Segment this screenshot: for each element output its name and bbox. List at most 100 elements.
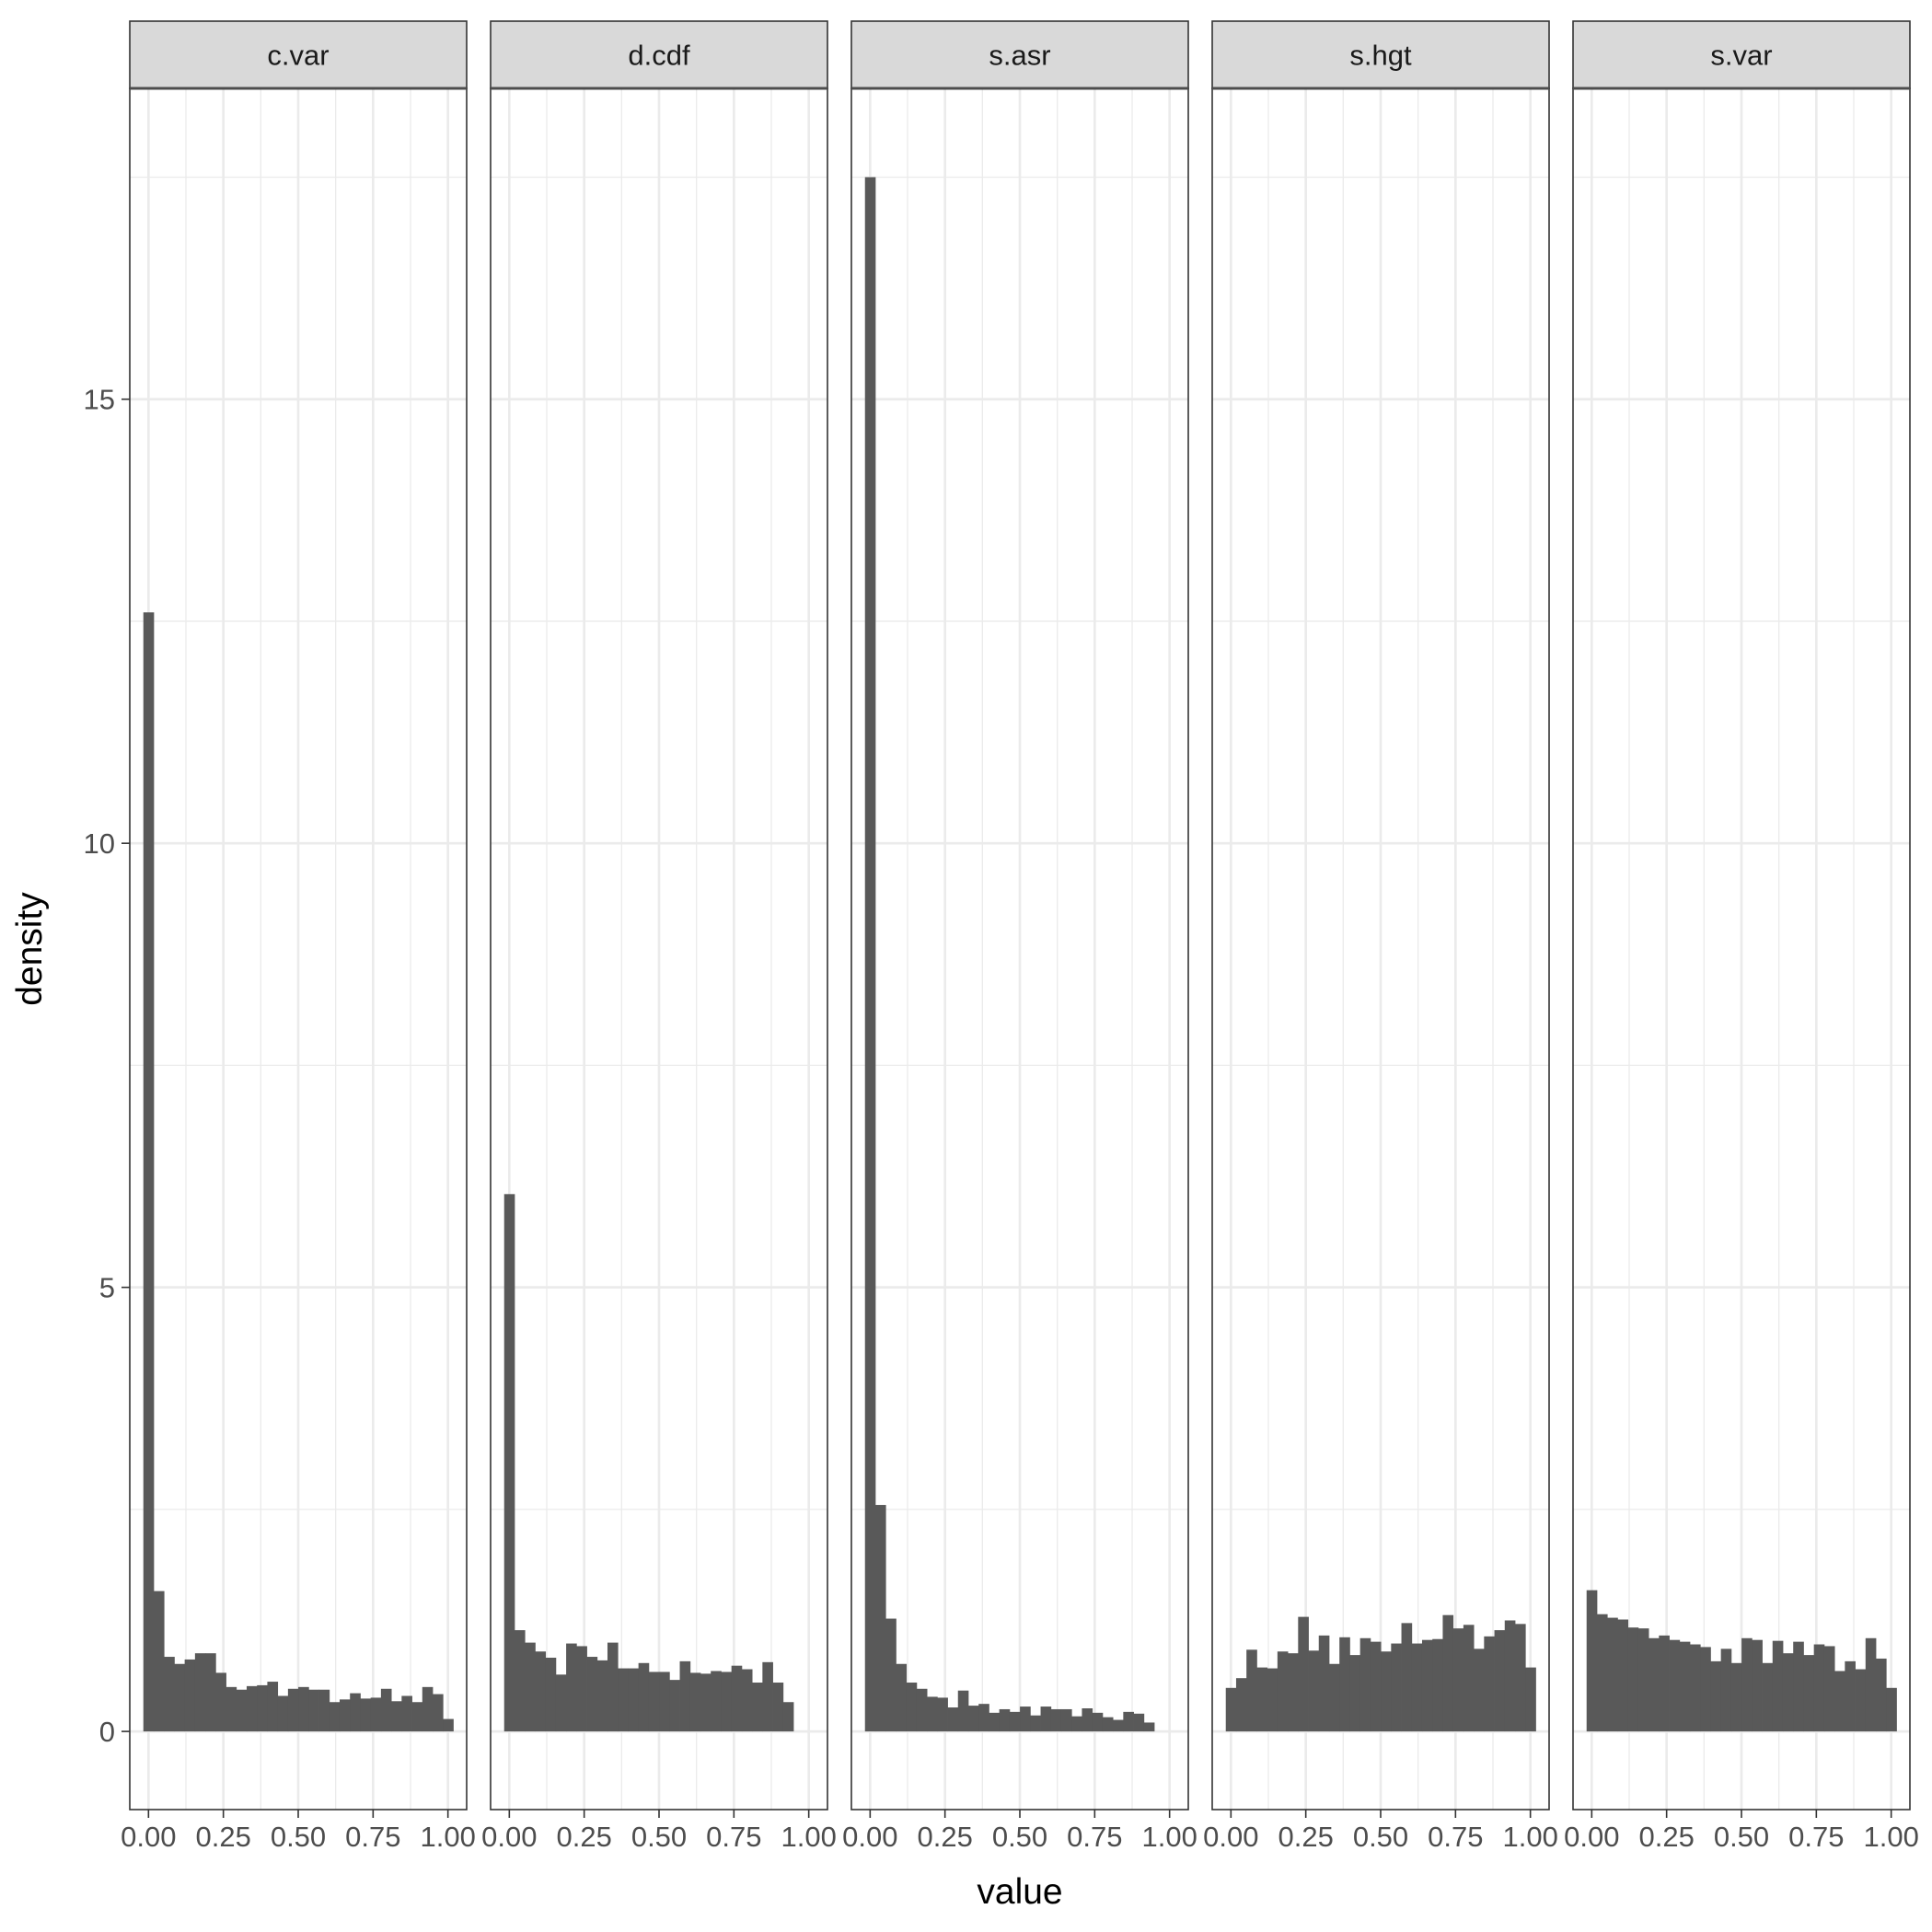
histogram-bar bbox=[1741, 1637, 1753, 1732]
histogram-bar bbox=[772, 1683, 784, 1732]
histogram-bar bbox=[350, 1693, 361, 1732]
x-tick-label: 0.75 bbox=[706, 1821, 761, 1853]
histogram-bar bbox=[874, 1505, 886, 1732]
histogram-bar bbox=[947, 1707, 959, 1732]
histogram-bar bbox=[1627, 1627, 1639, 1732]
facet-strip-label: c.var bbox=[267, 40, 329, 72]
histogram-bar bbox=[1092, 1712, 1104, 1732]
histogram-bar bbox=[679, 1660, 691, 1732]
histogram-bar bbox=[1772, 1640, 1784, 1732]
x-tick-label: 0.00 bbox=[842, 1821, 897, 1853]
histogram-bar bbox=[999, 1708, 1011, 1732]
x-tick-label: 0.75 bbox=[1067, 1821, 1122, 1853]
histogram-bar bbox=[308, 1689, 319, 1732]
histogram-bar bbox=[1298, 1616, 1309, 1732]
histogram-bar bbox=[153, 1591, 165, 1732]
histogram-bar bbox=[1328, 1663, 1340, 1732]
x-tick-label: 1.00 bbox=[1863, 1821, 1918, 1853]
histogram-bar bbox=[1865, 1637, 1877, 1732]
histogram-bar bbox=[1030, 1715, 1041, 1732]
histogram-bar bbox=[1803, 1655, 1815, 1732]
histogram-bar bbox=[628, 1668, 640, 1732]
histogram-bar bbox=[937, 1697, 948, 1732]
histogram-bar bbox=[989, 1712, 1001, 1732]
histogram-bar bbox=[741, 1669, 753, 1732]
facet-strip bbox=[1572, 20, 1911, 89]
panel-c-var: c.var bbox=[129, 20, 468, 1811]
histogram-bar bbox=[1700, 1647, 1711, 1732]
facet-strip-label: s.var bbox=[1710, 40, 1772, 72]
histogram-bar bbox=[1730, 1662, 1742, 1732]
histogram-bar bbox=[1463, 1625, 1475, 1732]
histogram-bar bbox=[927, 1696, 938, 1732]
histogram-bar bbox=[257, 1684, 268, 1732]
panel-d-cdf: d.cdf bbox=[490, 20, 828, 1811]
histogram-bar bbox=[1411, 1643, 1423, 1732]
histogram-bar bbox=[1823, 1646, 1835, 1732]
x-tick-label: 0.50 bbox=[992, 1821, 1047, 1853]
histogram-bar bbox=[978, 1704, 989, 1732]
histogram-bar bbox=[1515, 1624, 1526, 1732]
x-tick-label: 0.50 bbox=[271, 1821, 326, 1853]
histogram-bar bbox=[1143, 1722, 1155, 1732]
histogram-bar bbox=[1607, 1617, 1618, 1732]
histogram-bar bbox=[752, 1683, 763, 1732]
histogram-bar bbox=[618, 1668, 629, 1732]
histogram-bar bbox=[1452, 1628, 1464, 1732]
histogram-bar bbox=[906, 1683, 918, 1732]
histogram-bar bbox=[339, 1699, 351, 1732]
x-tick-label: 0.00 bbox=[1564, 1821, 1619, 1853]
histogram-bar bbox=[1421, 1639, 1433, 1732]
x-tick-label: 0.50 bbox=[1353, 1821, 1408, 1853]
histogram-bar bbox=[370, 1697, 382, 1732]
histogram-bar bbox=[596, 1660, 608, 1732]
x-axis-s-hgt: 0.00 0.25 0.50 0.75 1.00 bbox=[1203, 1810, 1558, 1853]
histogram-bar bbox=[1102, 1717, 1114, 1732]
histogram-bar bbox=[762, 1661, 773, 1732]
histogram-bar bbox=[885, 1618, 897, 1732]
histogram-bar bbox=[1679, 1641, 1691, 1732]
histogram-bar bbox=[1133, 1713, 1145, 1732]
x-tick-label: 0.00 bbox=[1203, 1821, 1258, 1853]
histogram-bar bbox=[1813, 1644, 1825, 1732]
histogram-bar bbox=[1596, 1614, 1608, 1732]
x-tick-label: 0.25 bbox=[1278, 1821, 1333, 1853]
histogram-bar bbox=[1720, 1649, 1732, 1732]
histogram-bar bbox=[782, 1702, 794, 1732]
histogram-bar bbox=[277, 1695, 289, 1732]
histogram-bar bbox=[1113, 1719, 1124, 1732]
histogram-bar bbox=[967, 1706, 979, 1732]
histogram-bar bbox=[236, 1689, 248, 1732]
histogram-bar bbox=[566, 1643, 577, 1732]
histogram-bar bbox=[711, 1671, 722, 1732]
histogram-bar bbox=[184, 1659, 196, 1732]
histogram-bar bbox=[896, 1663, 908, 1732]
histogram-bar bbox=[916, 1688, 928, 1732]
facet-strip bbox=[1211, 20, 1550, 89]
histogram-bar bbox=[1071, 1716, 1082, 1732]
facet-strip bbox=[490, 20, 828, 89]
histogram-bar bbox=[215, 1672, 226, 1732]
histogram-bar bbox=[1401, 1623, 1413, 1732]
histogram-bar bbox=[1834, 1671, 1845, 1732]
histogram-bar bbox=[329, 1702, 341, 1732]
x-axis-title: value bbox=[977, 1872, 1062, 1912]
histogram-bar bbox=[1370, 1641, 1382, 1732]
histogram-bar bbox=[1288, 1653, 1299, 1732]
histogram-bar bbox=[164, 1657, 175, 1732]
histogram-bar bbox=[1040, 1706, 1052, 1732]
histogram-bar bbox=[1762, 1662, 1774, 1732]
histogram-bar bbox=[1432, 1638, 1443, 1732]
histogram-bar bbox=[1484, 1636, 1495, 1732]
x-tick-label: 0.25 bbox=[1638, 1821, 1694, 1853]
x-tick-label: 1.00 bbox=[1141, 1821, 1197, 1853]
y-tick-label: 0 bbox=[99, 1716, 115, 1748]
histogram-bar bbox=[525, 1642, 536, 1732]
histogram-bar bbox=[1225, 1687, 1237, 1732]
histogram-bar bbox=[1876, 1658, 1887, 1732]
histogram-bar bbox=[411, 1702, 423, 1732]
x-axes: 0.00 0.25 0.50 0.75 1.00 0.00 0.25 0.50 0.75 1.00… bbox=[121, 1810, 1919, 1853]
histogram-bar bbox=[1494, 1630, 1506, 1732]
facet-strip-label: d.cdf bbox=[628, 40, 690, 72]
